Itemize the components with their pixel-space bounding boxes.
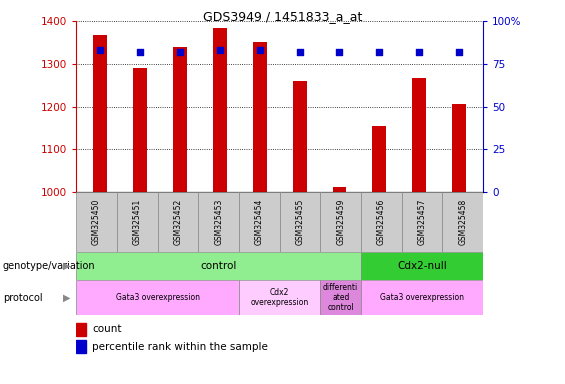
Bar: [76, 340, 86, 353]
Point: [176, 49, 185, 55]
Bar: [412, 78, 426, 192]
Bar: [76, 323, 86, 336]
Bar: [198, 192, 239, 252]
Bar: [442, 192, 483, 252]
Point: [375, 49, 384, 55]
Text: control: control: [201, 261, 237, 271]
Point: [136, 49, 145, 55]
Bar: [239, 280, 320, 315]
Point: [295, 49, 304, 55]
Bar: [361, 252, 483, 280]
Point: [415, 49, 424, 55]
Point: [255, 47, 264, 53]
Bar: [76, 252, 361, 280]
Point: [455, 49, 464, 55]
Bar: [361, 280, 483, 315]
Text: Cdx2-null: Cdx2-null: [397, 261, 447, 271]
Bar: [158, 192, 198, 252]
Bar: [361, 192, 402, 252]
Bar: [253, 41, 267, 192]
Text: GDS3949 / 1451833_a_at: GDS3949 / 1451833_a_at: [203, 10, 362, 23]
Bar: [173, 47, 187, 192]
Bar: [402, 192, 442, 252]
Bar: [76, 192, 117, 252]
Bar: [452, 104, 466, 192]
Text: differenti
ated
control: differenti ated control: [323, 283, 358, 313]
Point: [335, 49, 344, 55]
Text: GSM325453: GSM325453: [214, 199, 223, 245]
Bar: [239, 192, 280, 252]
Bar: [280, 192, 320, 252]
Text: GSM325459: GSM325459: [336, 199, 345, 245]
Text: GSM325450: GSM325450: [92, 199, 101, 245]
Bar: [213, 28, 227, 192]
Bar: [320, 192, 361, 252]
Bar: [320, 280, 361, 315]
Text: Cdx2
overexpression: Cdx2 overexpression: [250, 288, 309, 307]
Text: ▶: ▶: [63, 293, 71, 303]
Text: GSM325457: GSM325457: [418, 199, 427, 245]
Point: [95, 47, 105, 53]
Text: GSM325454: GSM325454: [255, 199, 264, 245]
Text: count: count: [92, 324, 121, 334]
Text: GSM325455: GSM325455: [295, 199, 305, 245]
Bar: [293, 81, 307, 192]
Text: GSM325451: GSM325451: [133, 199, 142, 245]
Text: genotype/variation: genotype/variation: [3, 261, 95, 271]
Bar: [333, 187, 346, 192]
Text: GSM325458: GSM325458: [458, 199, 467, 245]
Bar: [93, 35, 107, 192]
Text: Gata3 overexpression: Gata3 overexpression: [380, 293, 464, 302]
Text: Gata3 overexpression: Gata3 overexpression: [116, 293, 199, 302]
Text: GSM325456: GSM325456: [377, 199, 386, 245]
Text: percentile rank within the sample: percentile rank within the sample: [92, 342, 268, 352]
Text: GSM325452: GSM325452: [173, 199, 182, 245]
Bar: [133, 68, 147, 192]
Text: ▶: ▶: [63, 261, 71, 271]
Bar: [117, 192, 158, 252]
Text: protocol: protocol: [3, 293, 42, 303]
Point: [215, 47, 224, 53]
Bar: [372, 126, 386, 192]
Bar: [76, 280, 239, 315]
